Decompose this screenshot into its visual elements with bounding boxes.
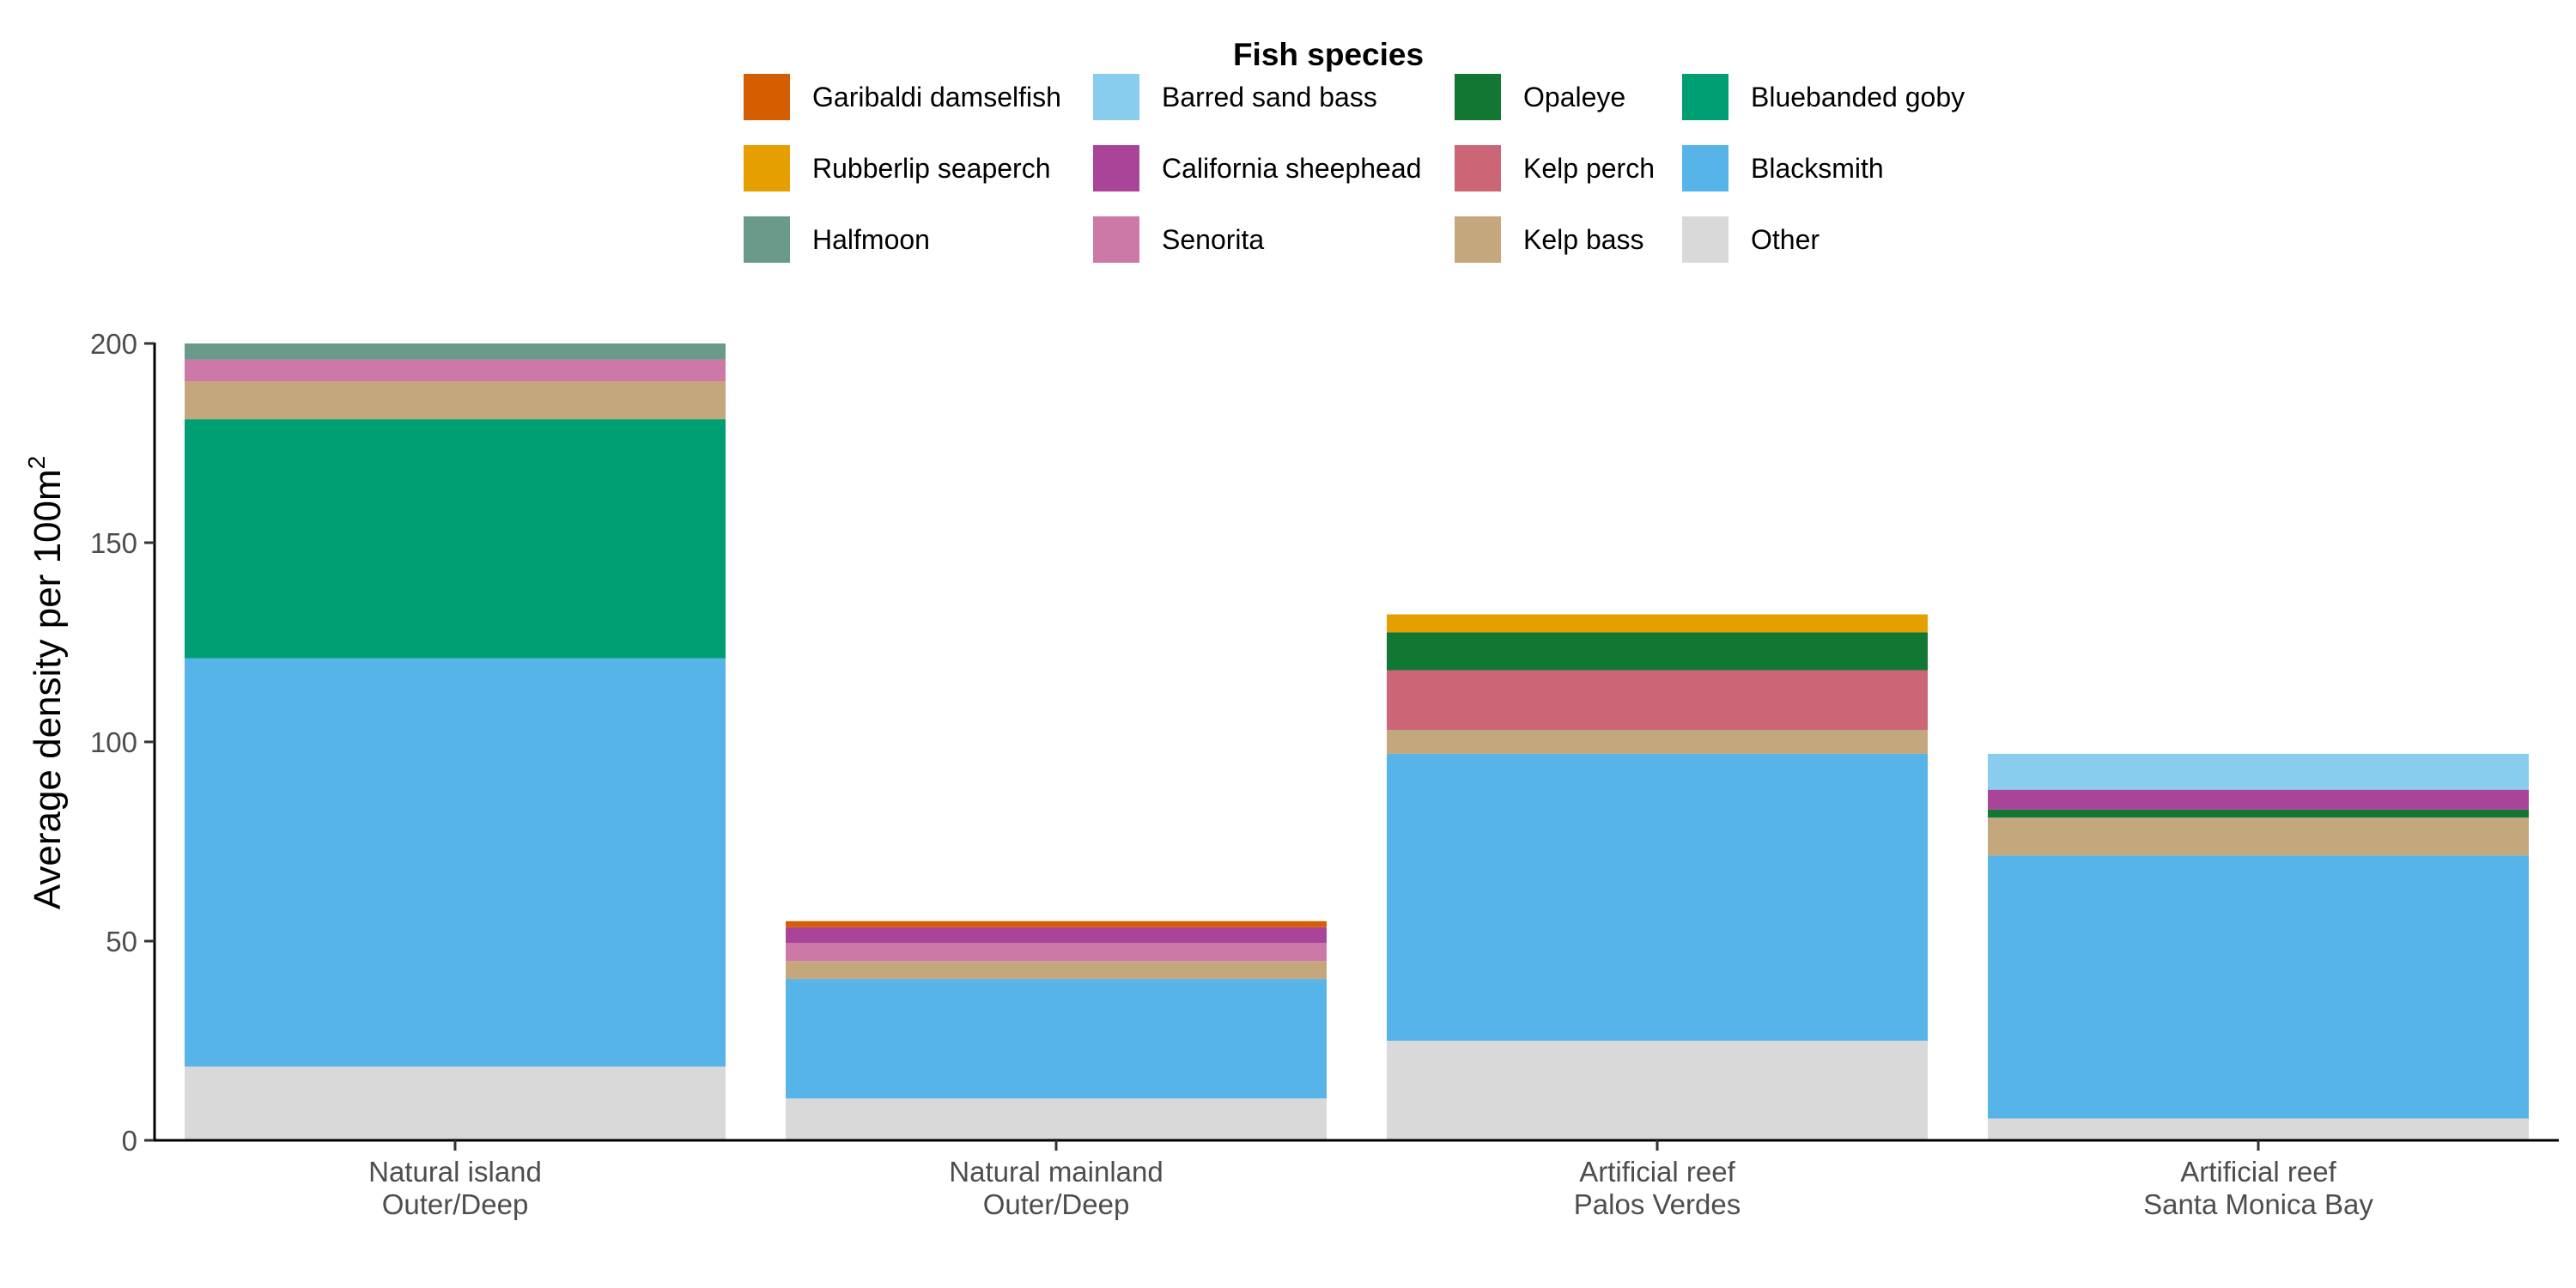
- bar-segment-senorita-1: [185, 359, 726, 382]
- legend-swatch-opaleye: [1455, 74, 1501, 120]
- legend-item-kelp-perch: Kelp perch: [1455, 145, 1655, 191]
- x-tick-label-2: Natural mainland Outer/Deep: [949, 1156, 1163, 1220]
- y-axis-title: Average density per 100m2: [23, 456, 69, 909]
- legend-label-blacksmith: Blacksmith: [1751, 153, 1884, 184]
- legend-label-other: Other: [1751, 224, 1820, 255]
- x-axis: Natural island Outer/Deep Natural mainland…: [154, 1139, 2559, 1220]
- bar-segment-kelp-bass-1: [185, 381, 726, 420]
- bar-segment-blacksmith-2: [786, 979, 1327, 1099]
- legend-item-halfmoon: Halfmoon: [744, 216, 930, 263]
- bar-segment-other-4: [1988, 1118, 2529, 1140]
- y-axis-title-text: Average density per 100m: [27, 469, 69, 909]
- x-tick-label-1: Natural island Outer/Deep: [368, 1156, 542, 1220]
- bar-segment-other-2: [786, 1098, 1327, 1140]
- legend-label-halfmoon: Halfmoon: [812, 224, 930, 255]
- legend-item-rubberlip-seaperch: Rubberlip seaperch: [744, 145, 1051, 191]
- legend-swatch-other: [1682, 216, 1728, 263]
- legend-label-senorita: Senorita: [1162, 224, 1264, 255]
- bar-segment-blacksmith-3: [1387, 753, 1928, 1041]
- y-tick-label: 0: [122, 1125, 137, 1157]
- legend-label-california-sheephead: California sheephead: [1162, 153, 1421, 184]
- bar-segment-blacksmith-1: [185, 658, 726, 1067]
- legend-label-opaleye: Opaleye: [1523, 82, 1625, 112]
- legend-label-barred-sand-bass: Barred sand bass: [1162, 82, 1377, 112]
- x-tick-label-4: Artificial reef Santa Monica Bay: [2143, 1156, 2373, 1220]
- legend-label-kelp-bass: Kelp bass: [1523, 224, 1644, 255]
- legend-item-kelp-bass: Kelp bass: [1455, 216, 1644, 263]
- y-tick-label: 150: [90, 527, 137, 559]
- legend-item-barred-sand-bass: Barred sand bass: [1093, 74, 1377, 120]
- y-axis: 0 50 100 150 200: [90, 328, 156, 1157]
- bar-segment-opaleye-3: [1387, 632, 1928, 671]
- bar-segment-california-sheephead-2: [786, 927, 1327, 944]
- bar-segment-blacksmith-4: [1988, 855, 2529, 1119]
- legend-swatch-bluebanded-goby: [1682, 74, 1728, 120]
- bar-segment-opaleye-4: [1988, 809, 2529, 818]
- legend-swatch-blacksmith: [1682, 145, 1728, 191]
- bar-segment-other-1: [185, 1066, 726, 1140]
- bar-segment-barred-sand-bass-4: [1988, 753, 2529, 790]
- legend-swatch-kelp-perch: [1455, 145, 1501, 191]
- bar-segment-kelp-perch-3: [1387, 670, 1928, 731]
- legend-item-senorita: Senorita: [1093, 216, 1264, 263]
- legend-swatch-garibaldi-damselfish: [744, 74, 790, 120]
- legend-title: Fish species: [1233, 37, 1424, 72]
- legend-item-blacksmith: Blacksmith: [1682, 145, 1884, 191]
- legend-label-bluebanded-goby: Bluebanded goby: [1751, 82, 1965, 112]
- legend: Fish species Garibaldi damselfish Barred …: [744, 37, 1965, 263]
- legend-item-california-sheephead: California sheephead: [1093, 145, 1421, 191]
- bar-segment-other-3: [1387, 1041, 1928, 1140]
- bar-segment-bluebanded-goby-1: [185, 419, 726, 659]
- legend-item-bluebanded-goby: Bluebanded goby: [1682, 74, 1965, 120]
- legend-swatch-senorita: [1093, 216, 1139, 263]
- y-axis-title-superscript: 2: [23, 456, 50, 470]
- y-tick-label: 50: [106, 926, 137, 957]
- bar-segment-halfmoon-1: [185, 343, 726, 360]
- legend-item-garibaldi-damselfish: Garibaldi damselfish: [744, 74, 1061, 120]
- legend-swatch-barred-sand-bass: [1093, 74, 1139, 120]
- legend-item-other: Other: [1682, 216, 1820, 263]
- bar-segment-garibaldi-damselfish-2: [786, 920, 1327, 927]
- y-tick-label: 200: [90, 328, 137, 360]
- legend-swatch-rubberlip-seaperch: [744, 145, 790, 191]
- bar-segment-california-sheephead-4: [1988, 789, 2529, 810]
- bar-segment-kelp-bass-3: [1387, 730, 1928, 754]
- bar-segment-senorita-2: [786, 943, 1327, 962]
- bar-segment-kelp-bass-4: [1988, 817, 2529, 856]
- bar-segment-rubberlip-seaperch-3: [1387, 614, 1928, 633]
- legend-swatch-kelp-bass: [1455, 216, 1501, 263]
- legend-label-rubberlip-seaperch: Rubberlip seaperch: [812, 153, 1051, 184]
- bar-segment-kelp-bass-2: [786, 961, 1327, 980]
- legend-label-garibaldi-damselfish: Garibaldi damselfish: [812, 82, 1061, 112]
- y-tick-label: 100: [90, 726, 137, 758]
- legend-swatch-california-sheephead: [1093, 145, 1139, 191]
- x-tick-label-3: Artificial reef Palos Verdes: [1574, 1156, 1741, 1220]
- legend-item-opaleye: Opaleye: [1455, 74, 1625, 120]
- legend-swatch-halfmoon: [744, 216, 790, 263]
- legend-label-kelp-perch: Kelp perch: [1523, 153, 1655, 184]
